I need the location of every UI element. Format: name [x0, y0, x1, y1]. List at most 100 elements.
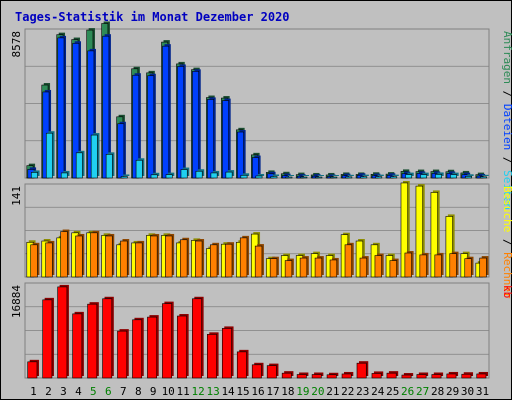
- pages-bar-face: [300, 176, 308, 179]
- panel-bottom-ymax-label: 16884: [10, 285, 23, 318]
- panel-middle: 141 Besuche / Rechner: [10, 180, 512, 299]
- kbytes-bar: [341, 371, 354, 379]
- kbytes-bar-face: [177, 315, 187, 379]
- x-tick-label: 31: [476, 385, 489, 398]
- pages-bar: [90, 133, 100, 179]
- pages-bar-edge: [347, 174, 354, 176]
- kbytes-bar-face: [401, 374, 412, 379]
- files-bar-edge: [284, 173, 291, 176]
- pages-bar: [195, 169, 205, 179]
- visits-bar-face: [224, 243, 233, 278]
- files-bar-face: [57, 37, 65, 179]
- files-bar: [57, 35, 67, 179]
- kbytes-bar-face: [42, 299, 53, 379]
- pages-bar-edge: [317, 175, 324, 176]
- pages-bar-edge: [332, 175, 339, 176]
- pages-bar: [75, 150, 85, 179]
- kbytes-bar: [192, 296, 204, 379]
- pages-bar: [180, 167, 190, 179]
- pages-bar-edge: [153, 172, 160, 176]
- files-bar-edge: [389, 173, 396, 176]
- panel-bottom-legend-label: kb: [501, 285, 512, 298]
- x-tick-label: 8: [135, 385, 142, 398]
- kbytes-bar-face: [341, 373, 352, 379]
- pages-bar-face: [210, 172, 218, 179]
- pages-bar-edge: [167, 172, 175, 176]
- visits-bar-face: [299, 257, 308, 278]
- kbytes-bar-face: [117, 330, 128, 379]
- visits-bar-face: [165, 235, 173, 278]
- x-tick-label: 7: [120, 385, 127, 398]
- x-tick-label: 28: [431, 385, 444, 398]
- kbytes-bar-face: [281, 372, 292, 379]
- files-bar-edge: [329, 174, 336, 176]
- pages-bar-edge: [272, 174, 280, 176]
- panel-top-legend-label: Anfragen / Dateien / Seiten: [501, 31, 512, 210]
- chart-title: Tages-Statistik im Monat Dezember 2020: [15, 10, 290, 24]
- files-bar-face: [177, 66, 185, 179]
- pages-bar-face: [330, 176, 338, 179]
- x-tick-label: 15: [236, 385, 249, 398]
- pages-bar: [345, 174, 354, 179]
- x-tick-label: 19: [296, 385, 309, 398]
- kbytes-bar: [42, 297, 54, 379]
- kbytes-bar-face: [162, 303, 172, 379]
- files-bar-edge: [299, 174, 306, 176]
- files-bar-face: [252, 157, 259, 179]
- visits-bar-face: [314, 257, 323, 278]
- pages-bar-face: [90, 134, 98, 179]
- kbytes-bar-face: [57, 286, 68, 379]
- files-bar-edge: [359, 173, 366, 176]
- pages-bar: [315, 175, 324, 179]
- pages-bar-face: [450, 174, 457, 179]
- visits-bar-face: [269, 258, 278, 278]
- pages-bar-face: [225, 171, 233, 179]
- pages-bar: [255, 173, 265, 179]
- pages-bar: [210, 170, 220, 179]
- pages-bar: [450, 172, 459, 179]
- visits-bar: [299, 256, 309, 278]
- visits-bar: [210, 242, 220, 278]
- pages-bar-face: [390, 176, 398, 179]
- visits-bar: [389, 258, 399, 278]
- x-tick-label: 20: [311, 385, 324, 398]
- visits-bar: [284, 258, 294, 278]
- visits-bar-face: [210, 244, 218, 278]
- pages-bar: [120, 174, 130, 179]
- visits-bar-face: [329, 259, 338, 278]
- visits-bar: [239, 235, 249, 278]
- pages-bar: [150, 172, 160, 179]
- kbytes-bar: [311, 372, 324, 379]
- pages-bar-face: [195, 170, 203, 179]
- kbytes-bar: [446, 371, 459, 379]
- panel-top-ymax-label: 8578: [10, 31, 23, 58]
- kbytes-bar: [162, 301, 174, 379]
- visits-bar: [165, 233, 175, 278]
- visits-bar: [314, 256, 324, 278]
- sites-bar: [430, 190, 440, 278]
- kbytes-bar-face: [27, 361, 38, 379]
- files-bar-face: [207, 99, 214, 179]
- x-axis-labels: 1 2 3 4 5 6 7 8 9 10 11 12 13 14 15 16 17 18 19 20 21 22 23 24 2…: [30, 385, 489, 398]
- files-bar-face: [222, 100, 229, 179]
- pages-bar-face: [375, 176, 383, 179]
- visits-bar: [254, 244, 264, 278]
- pages-bar-face: [435, 174, 443, 179]
- kbytes-bar-edge: [329, 372, 339, 376]
- kbytes-bar: [57, 284, 69, 379]
- visits-bar: [180, 237, 190, 278]
- visits-bar-face: [284, 260, 293, 278]
- kbytes-bar: [147, 315, 159, 379]
- files-bar: [252, 155, 261, 179]
- pages-bar-face: [150, 174, 158, 179]
- files-bar-edge: [478, 173, 486, 176]
- visits-bar: [449, 251, 459, 278]
- x-tick-label: 12: [192, 385, 205, 398]
- pages-bar-edge: [257, 173, 265, 176]
- pages-bar: [240, 173, 250, 179]
- visits-bar-face: [359, 257, 368, 278]
- pages-bar: [390, 174, 399, 179]
- pages-bar: [30, 170, 40, 179]
- files-bar: [192, 69, 201, 179]
- visits-bar: [374, 253, 384, 278]
